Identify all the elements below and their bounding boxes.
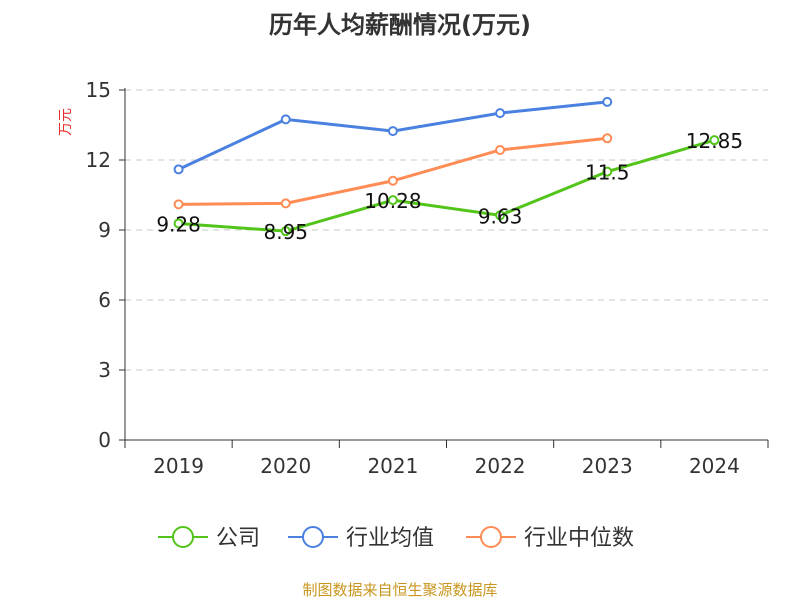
chart-title: 历年人均薪酬情况(万元) (269, 11, 531, 39)
series-line-0 (178, 138, 715, 233)
data-label: 9.63 (478, 204, 523, 228)
data-label: 12.85 (686, 129, 743, 153)
x-tick-label: 2022 (475, 454, 526, 478)
y-tick-label: 6 (98, 288, 111, 312)
x-tick-label: 2020 (260, 454, 311, 478)
x-tick-label: 2019 (153, 454, 204, 478)
data-point[interactable] (280, 114, 291, 125)
data-point[interactable] (495, 210, 506, 221)
data-label: 11.5 (585, 161, 630, 185)
legend-marker-icon (172, 526, 194, 548)
data-label: 8.95 (263, 220, 308, 244)
legend-marker-icon (302, 526, 324, 548)
legend-item[interactable]: 行业均值 (288, 526, 434, 551)
y-axis-label: 万元 (58, 108, 74, 136)
data-label: 10.28 (364, 189, 421, 213)
data-point[interactable] (387, 126, 398, 137)
y-tick-label: 12 (86, 148, 111, 172)
legend-marker-icon (480, 526, 502, 548)
legend-item[interactable]: 公司 (158, 526, 260, 551)
x-tick-label: 2024 (689, 454, 740, 478)
legend-label: 公司 (216, 526, 260, 551)
legend-label: 行业中位数 (524, 526, 634, 551)
data-point[interactable] (495, 108, 506, 119)
data-label: 9.28 (156, 212, 201, 236)
data-point[interactable] (173, 199, 184, 210)
x-tick-label: 2021 (367, 454, 418, 478)
data-point[interactable] (280, 198, 291, 209)
data-point[interactable] (173, 218, 184, 229)
data-point[interactable] (173, 164, 184, 175)
y-tick-label: 15 (86, 78, 111, 102)
x-tick-label: 2023 (582, 454, 633, 478)
data-point[interactable] (387, 195, 398, 206)
data-point[interactable] (709, 135, 720, 146)
data-point[interactable] (602, 133, 613, 144)
data-point[interactable] (602, 166, 613, 177)
legend-item[interactable]: 行业中位数 (466, 526, 634, 551)
data-point[interactable] (495, 144, 506, 155)
y-tick-label: 3 (98, 358, 111, 382)
data-point[interactable] (602, 96, 613, 107)
legend-label: 行业均值 (346, 526, 434, 551)
y-tick-label: 9 (98, 218, 111, 242)
y-tick-label: 0 (98, 428, 111, 452)
source-note: 制图数据来自恒生聚源数据库 (302, 581, 497, 599)
data-point[interactable] (280, 226, 291, 237)
data-point[interactable] (387, 175, 398, 186)
